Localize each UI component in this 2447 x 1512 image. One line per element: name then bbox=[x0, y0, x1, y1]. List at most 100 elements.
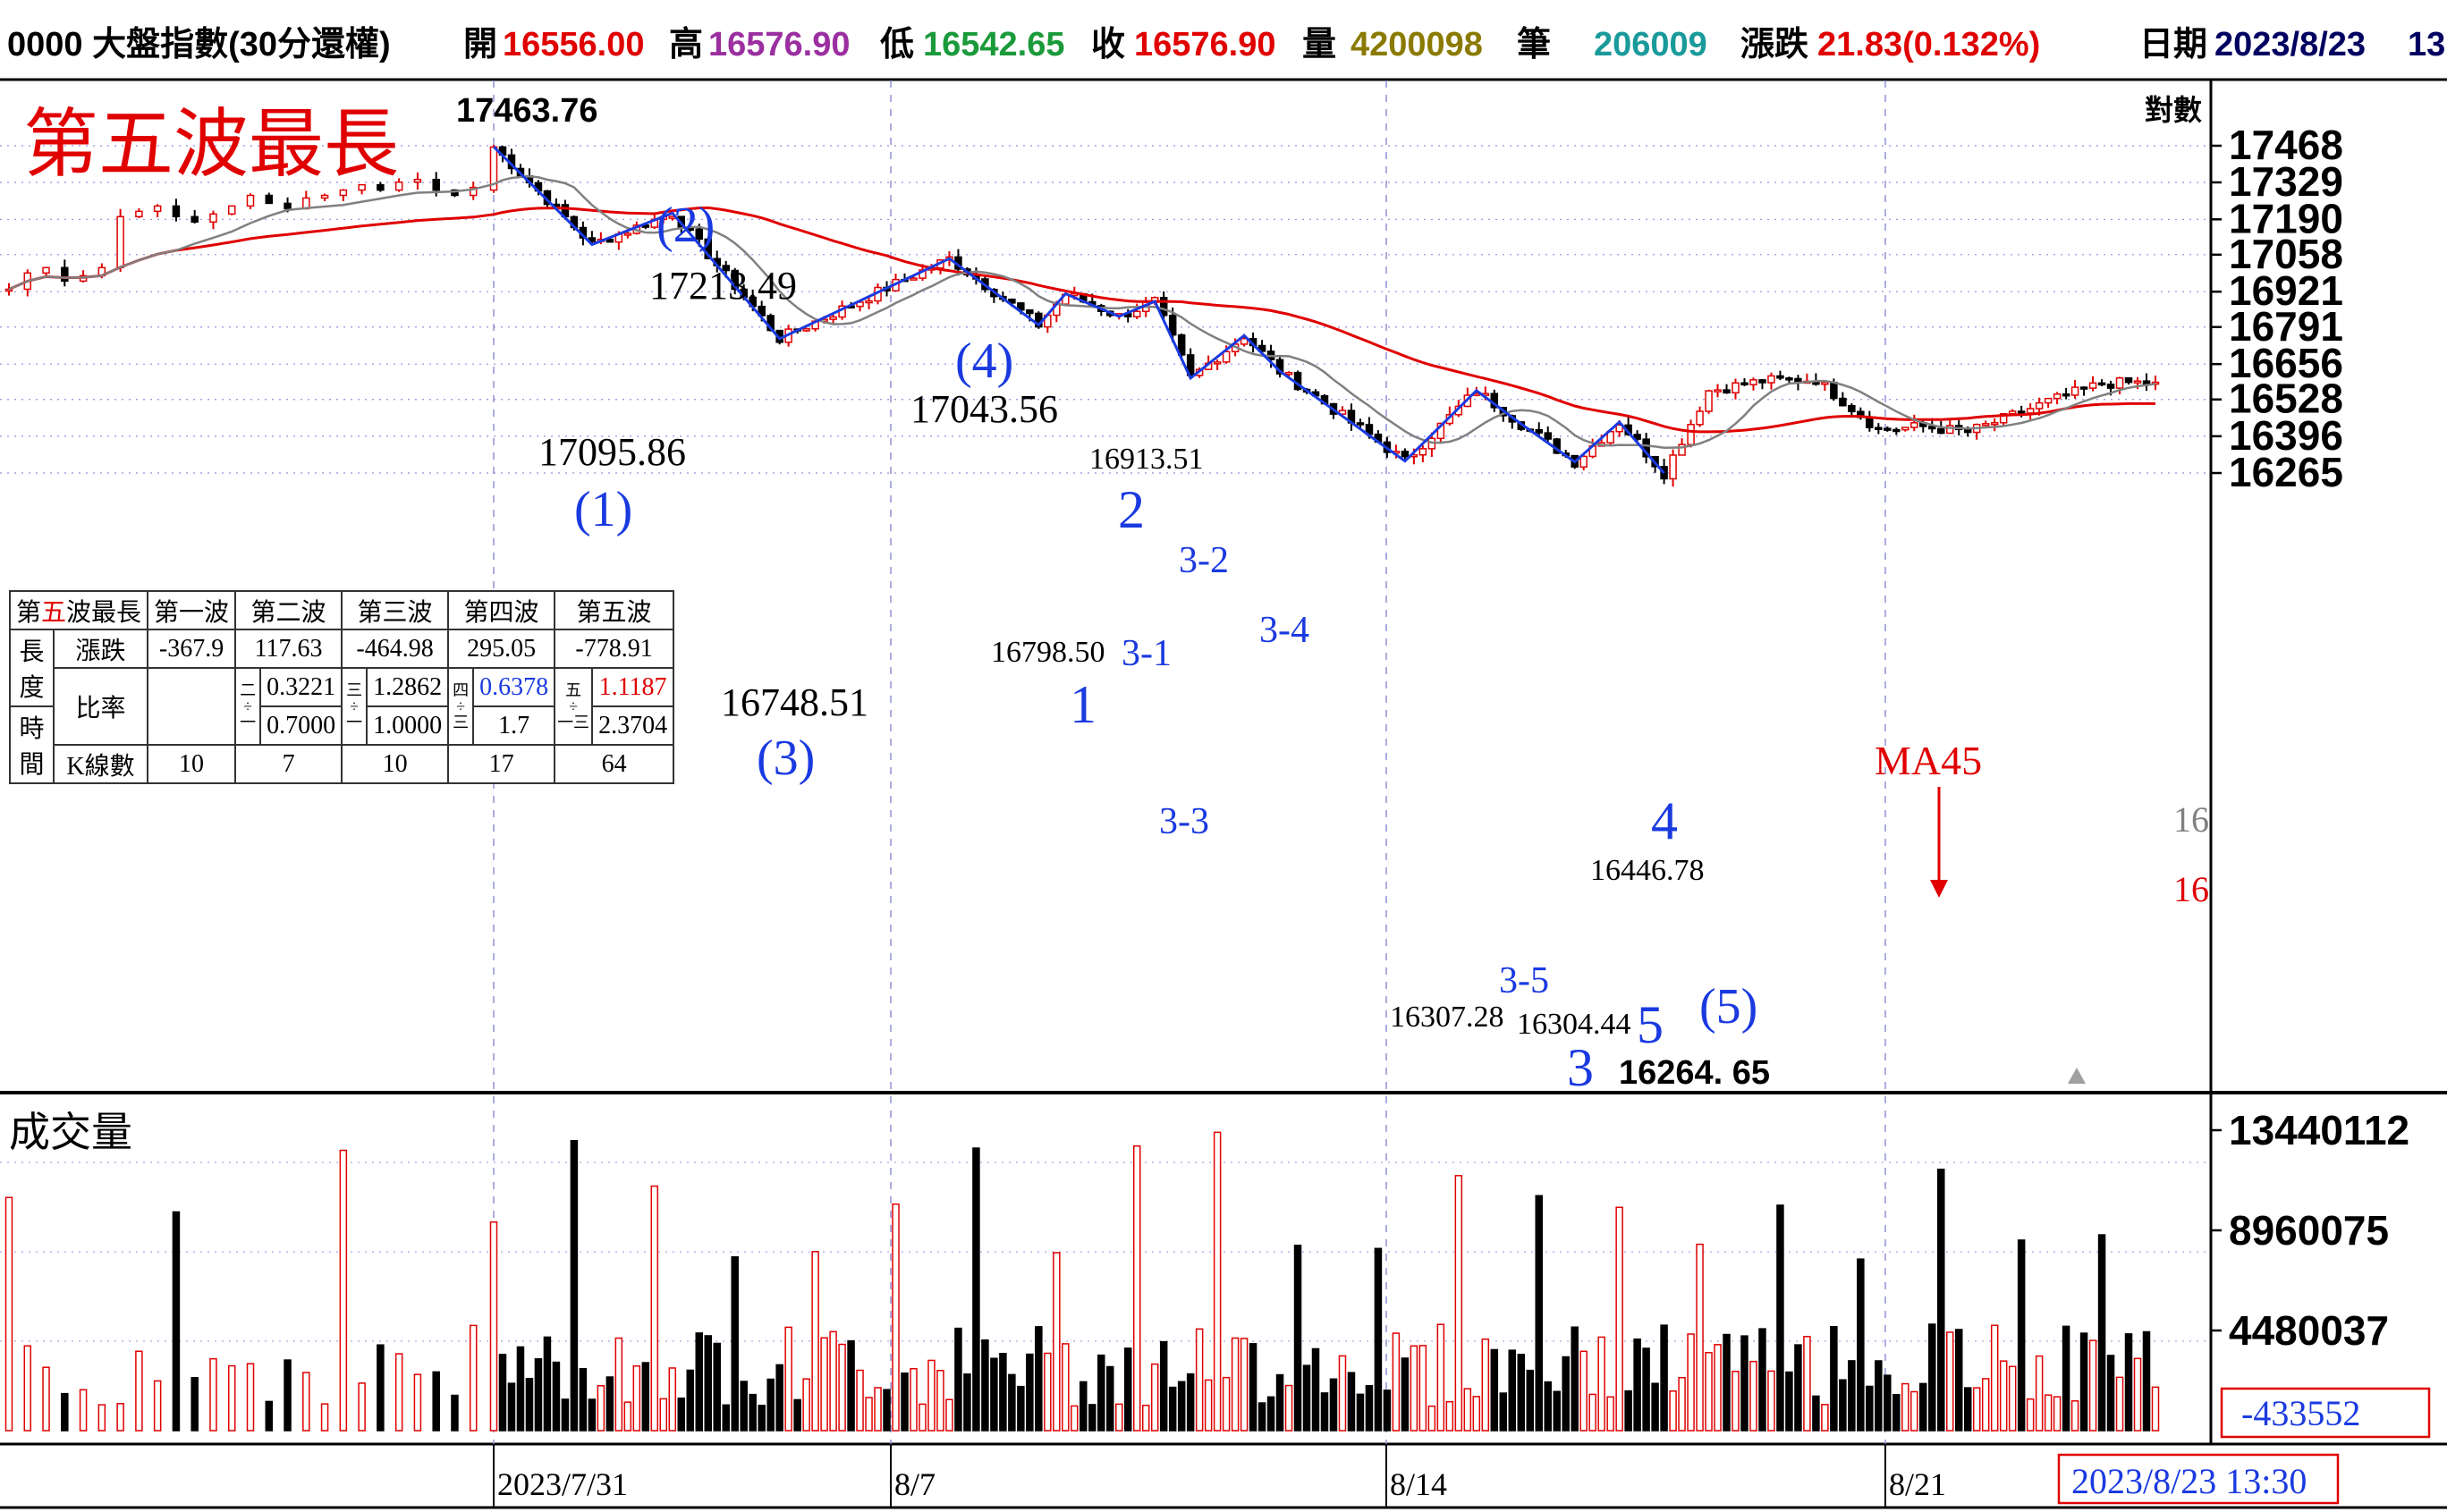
volume-bar bbox=[999, 1353, 1007, 1432]
volume-bar bbox=[919, 1403, 927, 1432]
volume-bar bbox=[377, 1344, 385, 1432]
volume-bar bbox=[1651, 1382, 1659, 1432]
volume-bar bbox=[1553, 1390, 1561, 1432]
volume-bar bbox=[695, 1332, 704, 1432]
volume-bar bbox=[339, 1149, 348, 1432]
candle-body bbox=[172, 205, 181, 218]
volume-bar bbox=[1374, 1247, 1383, 1432]
price-tick-label: 16396 bbox=[2229, 412, 2343, 459]
candle-body bbox=[1678, 443, 1686, 456]
candle-body bbox=[2008, 410, 2017, 415]
volume-bar bbox=[910, 1367, 918, 1432]
volume-bar bbox=[632, 1364, 641, 1432]
volume-bar bbox=[838, 1343, 846, 1432]
volume-bar bbox=[1168, 1386, 1177, 1432]
candle-body bbox=[2017, 410, 2026, 414]
date-axis: 2023/7/31 8/7 8/14 8/21 bbox=[493, 1444, 1946, 1508]
candle-body bbox=[1937, 427, 1945, 435]
volume-bar bbox=[883, 1389, 891, 1432]
volume-bar bbox=[847, 1339, 855, 1432]
volume-bar bbox=[650, 1185, 659, 1432]
volume-bar bbox=[1177, 1381, 1186, 1432]
candle-body bbox=[116, 215, 124, 269]
volume-bar bbox=[2035, 1355, 2044, 1432]
volume-bar bbox=[1669, 1390, 1677, 1432]
volume-bar bbox=[2017, 1239, 2026, 1432]
date-tick-label: 2023/7/31 bbox=[497, 1466, 628, 1502]
volume-bar bbox=[1919, 1382, 1927, 1432]
volume-bar bbox=[740, 1381, 748, 1432]
volume-bar bbox=[1848, 1360, 1856, 1432]
candle-body bbox=[2142, 380, 2151, 384]
symbol-label: 0000 大盤指數(30分還權) bbox=[7, 26, 391, 63]
volume-bar bbox=[97, 1404, 106, 1432]
volume-bar bbox=[766, 1378, 775, 1432]
close-label: 收 bbox=[1091, 26, 1125, 63]
volume-bar bbox=[1571, 1326, 1579, 1432]
grid-lines bbox=[0, 80, 2211, 1444]
volume-bar bbox=[246, 1363, 255, 1432]
volume-bar bbox=[2124, 1333, 2133, 1432]
volume-bar bbox=[1463, 1388, 1472, 1432]
volume-bar bbox=[320, 1403, 329, 1432]
candle-body bbox=[722, 265, 730, 272]
volume-bar bbox=[722, 1404, 730, 1432]
price-label-17095: 17095.86 bbox=[538, 430, 686, 474]
candle-body bbox=[1999, 412, 2008, 424]
candle-body bbox=[1535, 428, 1543, 434]
volume-bar bbox=[1972, 1387, 1981, 1432]
volume-bar bbox=[1597, 1336, 1605, 1432]
candle-body bbox=[1892, 428, 1901, 433]
candle-body bbox=[2026, 408, 2035, 414]
volume-bar bbox=[2088, 1339, 2097, 1432]
volume-bar bbox=[227, 1364, 236, 1432]
volume-bar bbox=[1526, 1369, 1535, 1432]
volume-bar bbox=[1275, 1373, 1284, 1432]
volume-bar bbox=[1785, 1371, 1793, 1432]
volume-bar bbox=[731, 1255, 739, 1432]
candle-body bbox=[246, 194, 255, 207]
price-label-17043: 17043.56 bbox=[910, 387, 1058, 431]
volume-tick-label: 13440112 bbox=[2229, 1107, 2409, 1153]
candle-body bbox=[227, 205, 236, 215]
volume-bar bbox=[1981, 1378, 1990, 1432]
candle-body bbox=[2079, 386, 2088, 390]
volume-bar bbox=[516, 1346, 525, 1432]
volume-bar bbox=[1481, 1338, 1490, 1432]
cell-ratio-time-5: 2.3704 bbox=[591, 705, 675, 746]
cell-ratio-time-4: 1.7 bbox=[472, 705, 556, 746]
candle-body bbox=[802, 328, 810, 332]
volume-bar bbox=[1830, 1325, 1838, 1432]
volume-bar bbox=[153, 1380, 162, 1432]
wave-sub-3-2: 3-2 bbox=[1179, 540, 1229, 581]
volume-bar bbox=[1044, 1352, 1052, 1432]
candle-body bbox=[704, 238, 712, 259]
candle-body bbox=[1579, 455, 1588, 468]
scroll-marker-icon[interactable] bbox=[2068, 1068, 2086, 1084]
candle-body bbox=[265, 194, 274, 205]
candle-body bbox=[1928, 426, 1936, 430]
volume-bar bbox=[172, 1211, 181, 1432]
wave-major-2: (2) bbox=[656, 198, 715, 253]
candle-body bbox=[2133, 380, 2142, 384]
wave-major-1: (1) bbox=[574, 482, 632, 537]
volume-bar bbox=[1088, 1404, 1096, 1432]
candle-body bbox=[1839, 397, 1847, 407]
candle-body bbox=[1910, 422, 1918, 428]
candle-body bbox=[1821, 381, 1829, 385]
right-edge-label-gray: 16 bbox=[2173, 799, 2209, 840]
volume-bar bbox=[2053, 1396, 2062, 1432]
volume-bar bbox=[1356, 1393, 1365, 1432]
volume-readout-box bbox=[2220, 1387, 2431, 1439]
volume-bar bbox=[1035, 1326, 1043, 1432]
volume-bar bbox=[1150, 1363, 1159, 1432]
volume-bar bbox=[1302, 1364, 1311, 1432]
price-label-16913: 16913.51 bbox=[1089, 443, 1204, 476]
ratio-mark-4: 四 ÷ 三 bbox=[447, 667, 475, 746]
price-tick-label: 17468 bbox=[2229, 122, 2343, 168]
volume-bar bbox=[543, 1336, 552, 1432]
volume-bar bbox=[597, 1385, 605, 1432]
candle-body bbox=[1401, 451, 1410, 458]
volume-bar bbox=[1624, 1390, 1632, 1432]
